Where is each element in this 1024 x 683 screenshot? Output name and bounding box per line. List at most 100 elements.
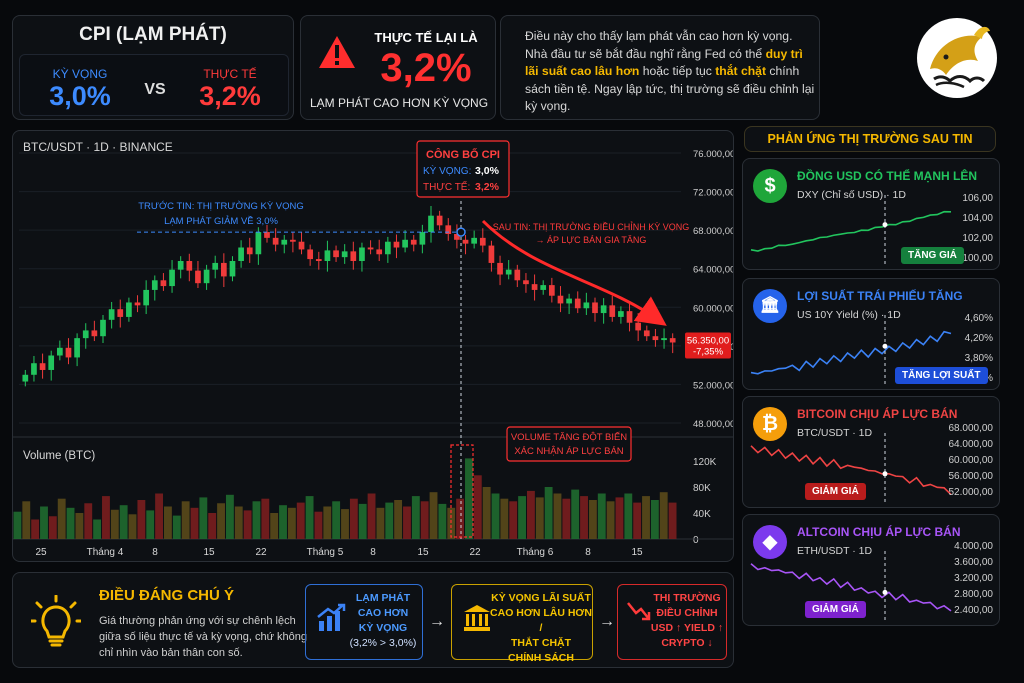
candle-body [272,237,279,245]
step-arrow-2: → [599,613,615,630]
actual-big-value: 3,2% [380,46,472,90]
volume-bar [199,497,208,539]
before-note-line2: LẠM PHÁT GIẢM VỀ 3,0% [164,215,278,227]
candle-body [566,298,572,304]
volume-bar [500,498,509,539]
candle-body [307,249,314,260]
sparkline-marker [882,589,888,595]
price-tick-label: 60.000,00 [693,303,733,314]
bar-chart-up-icon [317,603,346,631]
x-tick-label: 8 [585,547,591,558]
volume-bar [146,510,155,539]
sparkline-line [750,445,952,496]
candle-body [462,239,469,244]
candle-body [618,311,624,317]
volume-bar [659,492,668,539]
volume-bar [447,507,456,539]
step-rate-expectation: KỲ VỌNG LÃI SUẤT CAO HƠN LÂU HƠN / THẮT … [451,584,593,664]
candle-body [315,259,322,261]
candle-body [479,237,486,246]
volume-spike-line1: VOLUME TĂNG ĐỘT BIẾN [511,432,627,443]
reaction-card: 🏛 LỢI SUẤT TRÁI PHIẾU TĂNG US 10Y Yield (%… [742,278,1000,390]
actual-label: THỰC TẾ [203,67,257,81]
volume-bar [243,510,252,539]
reaction-header: PHẢN ỨNG THỊ TRƯỜNG SAU TIN [744,126,996,152]
volume-bar [181,501,190,539]
volume-bar [93,519,102,539]
volume-bar [411,496,420,539]
candle-body [652,336,659,341]
volume-bar [57,498,66,539]
volume-bar [668,502,677,539]
volume-bar [314,511,323,539]
candle-body [661,338,667,341]
volume-bar [349,498,358,539]
volume-bar [633,502,642,539]
reaction-sparkline [750,433,952,505]
volume-bar [110,509,119,539]
step1-line3: KỲ VỌNG [358,622,408,634]
candle-body [428,215,434,233]
step-market-adjust: THỊ TRƯỜNG ĐIỀU CHỈNH USD ↑ YIELD ↑ CRYP… [617,584,727,660]
candle-body [74,338,80,358]
candle-body [134,302,141,306]
reaction-sparkline [750,315,952,387]
candle-body [333,250,339,258]
volume-bar [562,498,571,539]
cpi-callout-exp-label: KỲ VỌNG: [423,164,471,177]
btc-chart-panel: BTC/USDT · 1D · BINANCE 76.000,00 72.000,0… [12,130,734,562]
candle-body [151,280,158,290]
reaction-card-title: BITCOIN CHỊU ÁP LỰC BÁN [797,407,958,421]
last-price-tag [685,332,731,359]
candle-body [592,302,598,314]
candle-body [531,284,538,290]
reaction-card-tick: 2.800,00 [954,589,993,600]
volume-bar [296,502,305,539]
volume-bar [261,498,270,539]
explain-part-3: chính sách tiền tệ. Ngay lập tức, thị tr… [525,64,815,114]
reaction-card-tick: 2.400,00 [954,605,993,616]
cpi-callout-title: CÔNG BỐ CPI [426,147,500,161]
reaction-card-badge: TĂNG LỢI SUẤT [895,367,988,384]
notes-panel: ĐIỀU ĐÁNG CHÚ Ý Giá thường phản ứng với … [12,572,734,668]
reaction-card-tick: 60.000,00 [948,455,994,466]
volume-spike-box [450,444,474,538]
volume-bar [358,503,367,539]
explain-highlight-2: thắt chặt [715,64,767,79]
volume-bar [526,490,535,539]
step3-line4: CRYPTO ↓ [661,637,713,649]
volume-bar [102,496,110,539]
reaction-header-text: PHẢN ỨNG THỊ TRƯỜNG SAU TIN [767,132,973,146]
reaction-card-tick: 56.000,00 [948,471,994,482]
x-tick-label: 22 [469,547,481,558]
candle-body [220,262,227,277]
bank-building-icon [464,605,490,631]
reaction-card-tick: 4.000,00 [954,541,993,552]
volume-bar [535,497,544,539]
reaction-card-tick: 3.200,00 [954,573,993,584]
candle-body [497,262,503,275]
candle-body [384,241,391,255]
candle-body [540,285,547,290]
volume-bar [438,503,447,539]
candle-body [454,234,460,240]
candle-body [393,241,400,248]
reaction-sparkline [750,195,952,267]
volume-bar [456,498,465,539]
cpi-callout-exp-value: 3,0% [475,165,500,177]
step1-line2: CAO HƠN [357,607,409,619]
volume-bar [225,494,234,539]
step1-line4: (3,2% > 3,0%) [349,637,417,649]
whale-logo-icon [917,18,997,98]
candle-body [246,247,253,255]
volume-bar [491,493,500,539]
cpi-compare: KỲ VỌNG 3,0% VS THỰC TẾ 3,2% [19,54,289,116]
reaction-card-tick: 68.000,00 [948,423,994,434]
reaction-card-tick: 3.600,00 [954,557,993,568]
volume-tick-label: 120K [693,457,717,468]
candle-body [39,363,46,370]
volume-tick-label: 40K [693,509,711,520]
volume-bar [305,496,314,539]
volume-bar [172,515,181,539]
sparkline-marker [882,222,888,228]
